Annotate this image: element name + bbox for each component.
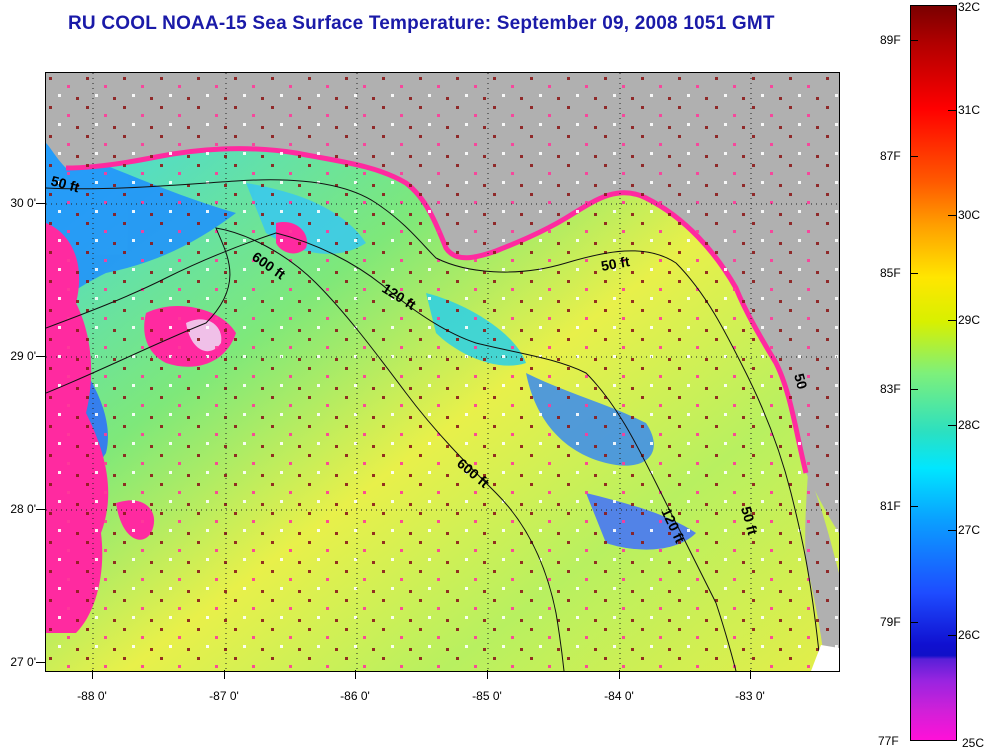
x-tick [355,670,356,679]
y-axis-label-29: 29 0' [10,349,36,363]
colorbar-label-27c: 27C [958,523,981,537]
sst-map[interactable]: 50 ft 600 ft 120 ft 50 ft 600 ft 120 ft … [45,72,840,672]
y-axis-label-30: 30 0' [10,196,36,210]
x-axis-label-88: -88 0' [77,689,107,703]
y-tick [36,203,45,204]
cb-tick [948,320,956,321]
colorbar-label-32c: 32C [958,0,981,14]
y-axis-label-27: 27 0' [10,655,36,669]
colorbar-label-79f: 79F [880,615,901,629]
colorbar-label-81f: 81F [880,499,901,513]
cb-tick [948,425,956,426]
cb-tick [948,110,956,111]
y-tick [36,509,45,510]
sst-map-canvas: 50 ft 600 ft 120 ft 50 ft 600 ft 120 ft … [46,73,839,671]
colorbar-label-25c: 25C [962,736,985,750]
colorbar-label-89f: 89F [880,33,901,47]
x-tick [750,670,751,679]
x-axis-label-86: -86 0' [340,689,370,703]
x-tick [619,670,620,679]
cb-tick [910,156,918,157]
y-tick [36,662,45,663]
grid-lines [46,73,839,671]
x-tick [224,670,225,679]
chart-title: RU COOL NOAA-15 Sea Surface Temperature:… [68,13,775,34]
colorbar-label-87f: 87F [880,149,901,163]
cb-tick [948,530,956,531]
cb-tick [910,273,918,274]
x-axis-label-83: -83 0' [735,689,765,703]
contour-label-7: 50 ft [738,505,761,537]
x-axis-label-87: -87 0' [209,689,239,703]
no-data-patch [811,645,839,671]
colorbar-label-29c: 29C [958,313,981,327]
x-axis-label-85: -85 0' [472,689,502,703]
y-tick [36,356,45,357]
colorbar-label-77f: 77F [878,734,899,748]
cb-tick [910,506,918,507]
cb-tick [910,622,918,623]
temperature-colorbar [910,5,957,741]
colorbar-label-85f: 85F [880,266,901,280]
colorbar-label-31c: 31C [958,103,981,117]
contour-label-1: 50 ft [49,172,81,195]
y-axis-label-28: 28 0' [10,502,36,516]
cb-tick [948,635,956,636]
colorbar-label-28c: 28C [958,418,981,432]
cb-tick [910,40,918,41]
contour-label-8: 50 [791,372,811,391]
colorbar-label-26c: 26C [958,628,981,642]
colorbar-label-83f: 83F [880,382,901,396]
data-speckles [46,73,839,671]
contour-label-4: 50 ft [600,253,631,274]
x-axis-label-84: -84 0' [604,689,634,703]
bathymetry-contours [46,179,822,671]
cb-tick [910,389,918,390]
cb-tick [948,215,956,216]
x-tick [92,670,93,679]
colorbar-label-30c: 30C [958,208,981,222]
x-tick [487,670,488,679]
